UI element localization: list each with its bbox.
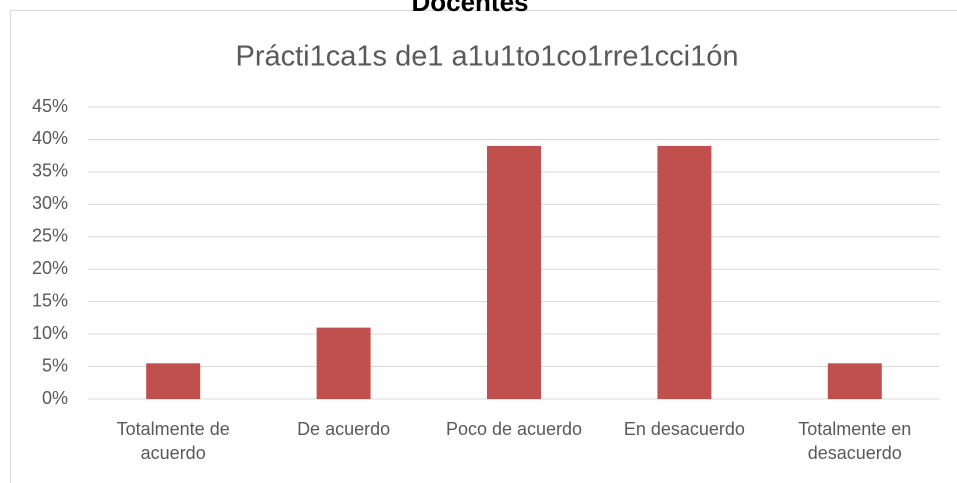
y-tick-label: 10% xyxy=(32,323,68,343)
bar xyxy=(146,363,201,399)
x-tick-label-box: Poco de acuerdo xyxy=(445,419,583,439)
y-tick-label: 45% xyxy=(32,96,68,116)
bar xyxy=(827,363,882,399)
x-tick-label: Totalmente de acuerdo xyxy=(116,419,230,463)
x-tick-label: Poco de acuerdo xyxy=(445,419,583,439)
bar xyxy=(316,327,371,399)
heading: Docentes xyxy=(411,0,528,17)
bar xyxy=(487,145,541,399)
chart-frame xyxy=(10,10,957,483)
y-tick-label: 20% xyxy=(32,258,68,278)
y-tick-label: 25% xyxy=(32,226,68,246)
y-tick-label: 0% xyxy=(42,388,68,408)
x-tick-label: En desacuerdo xyxy=(623,419,745,439)
x-tick-label: De acuerdo xyxy=(297,419,391,439)
y-tick-label: 35% xyxy=(32,161,68,181)
y-tick-label: 15% xyxy=(32,290,68,310)
x-tick-label: Totalmente en desacuerdo xyxy=(798,419,912,463)
bar xyxy=(657,145,712,399)
x-tick-label-box: Totalmente en desacuerdo xyxy=(798,419,912,463)
y-tick-label: 5% xyxy=(42,355,68,375)
chart-title: Prácti1ca1s de1 a1u1to1co1rre1cci1ón xyxy=(236,41,739,73)
x-tick-label-box: De acuerdo xyxy=(297,419,391,439)
x-tick-label-box: En desacuerdo xyxy=(623,419,745,439)
y-tick-label: 40% xyxy=(32,128,68,148)
x-tick-label-box: Totalmente de acuerdo xyxy=(116,419,230,463)
y-tick-label: 30% xyxy=(32,193,68,213)
